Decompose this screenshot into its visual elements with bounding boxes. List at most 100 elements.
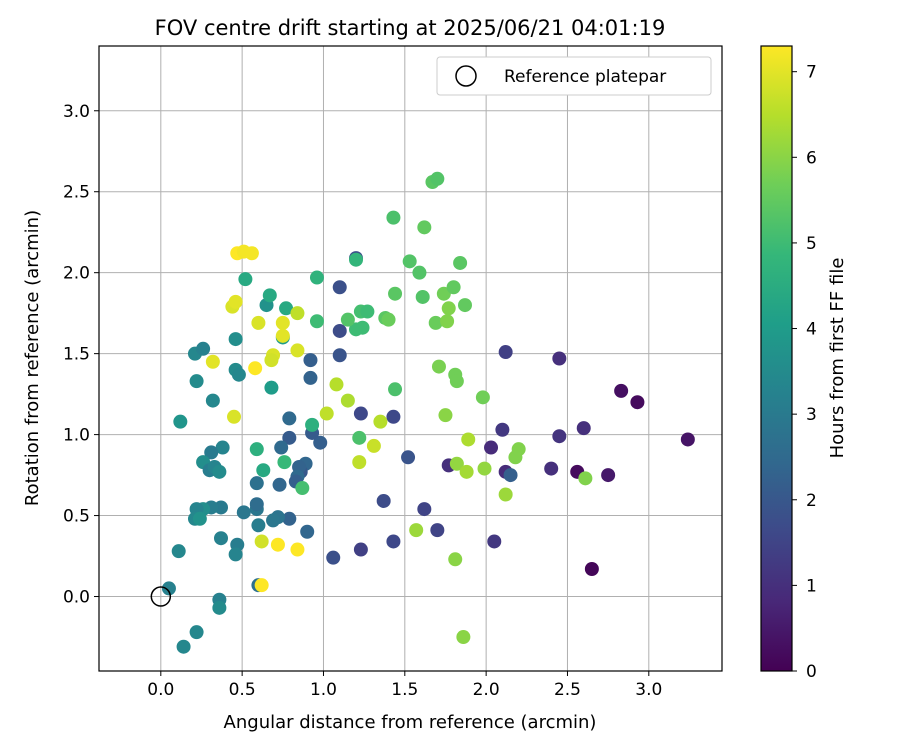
data-point <box>388 382 403 397</box>
x-tick-label: 3.0 <box>635 680 662 700</box>
legend-box <box>436 56 712 96</box>
data-point <box>552 351 567 366</box>
data-point <box>461 432 476 447</box>
data-point <box>228 547 243 562</box>
y-axis-label: Rotation from reference (arcmin) <box>22 210 43 506</box>
y-tick-label: 3.0 <box>63 102 90 122</box>
data-point <box>449 374 464 389</box>
data-point <box>270 537 285 552</box>
data-point <box>386 210 401 225</box>
data-point <box>228 332 243 347</box>
data-point <box>309 314 324 329</box>
data-point <box>373 414 388 429</box>
data-point <box>282 511 297 526</box>
colorbar-label: Hours from first FF file <box>827 258 848 459</box>
x-axis-ticks: 0.0 0.5 1.0 1.5 2.0 2.5 3.0 <box>147 671 662 700</box>
x-tick-label: 2.0 <box>473 680 500 700</box>
y-tick-label: 0.0 <box>63 588 90 608</box>
data-point <box>459 464 474 479</box>
data-point <box>440 314 455 329</box>
data-point <box>251 315 266 330</box>
y-tick-label: 0.5 <box>63 507 90 527</box>
data-point <box>264 353 279 368</box>
data-point <box>576 421 591 436</box>
colorbar-ticks: 0 1 2 3 4 5 6 7 <box>792 63 817 682</box>
data-point <box>449 456 464 471</box>
colorbar-tick-label: 2 <box>806 491 817 511</box>
data-point <box>228 294 243 309</box>
plot-area: 0.0 0.5 1.0 1.5 2.0 2.5 3.0 0.0 0.5 1.0 1.5 2.0 2.5… <box>63 45 723 700</box>
data-point <box>495 422 510 437</box>
data-point <box>290 343 305 358</box>
colorbar-tick-label: 5 <box>806 234 817 254</box>
y-tick-label: 1.0 <box>63 426 90 446</box>
data-point <box>578 471 593 486</box>
colorbar-tick-label: 6 <box>806 148 817 168</box>
y-tick-label: 2.5 <box>63 183 90 203</box>
colorbar-tick-label: 0 <box>806 662 817 682</box>
x-tick-label: 1.0 <box>310 680 337 700</box>
data-point <box>349 252 364 267</box>
data-point <box>332 280 347 295</box>
legend: Reference platepar <box>436 56 712 96</box>
data-point <box>630 395 645 410</box>
data-point <box>290 306 305 321</box>
data-point <box>275 315 290 330</box>
data-point <box>552 429 567 444</box>
data-point <box>303 353 318 368</box>
data-point <box>417 220 432 235</box>
data-point <box>353 406 368 421</box>
data-point <box>355 320 370 335</box>
y-tick-label: 1.5 <box>63 345 90 365</box>
data-point <box>584 561 599 576</box>
data-point <box>254 534 269 549</box>
legend-entry-reference: Reference platepar <box>504 67 666 87</box>
colorbar-tick-label: 1 <box>806 576 817 596</box>
data-point <box>236 505 251 520</box>
data-point <box>430 171 445 186</box>
data-point <box>381 312 396 327</box>
data-point <box>457 298 472 313</box>
x-tick-label: 2.5 <box>554 680 581 700</box>
data-point <box>430 523 445 538</box>
data-point <box>376 493 391 508</box>
data-point <box>249 497 264 512</box>
data-point <box>205 354 220 369</box>
data-point <box>264 380 279 395</box>
data-point <box>196 341 211 356</box>
data-point <box>386 534 401 549</box>
x-axis-label: Angular distance from reference (arcmin) <box>224 712 597 733</box>
data-point <box>303 370 318 385</box>
data-point <box>475 390 490 405</box>
data-point <box>212 600 227 615</box>
data-point <box>366 438 381 453</box>
data-points <box>161 171 695 654</box>
data-point <box>176 639 191 654</box>
data-point <box>189 625 204 640</box>
data-point <box>456 629 471 644</box>
data-point <box>453 255 468 270</box>
data-point <box>326 550 341 565</box>
data-point <box>248 361 263 376</box>
colorbar: 0 1 2 3 4 5 6 7 Hours from first FF file <box>760 45 848 682</box>
data-point <box>360 304 375 319</box>
data-point <box>446 280 461 295</box>
y-tick-label: 2.0 <box>63 264 90 284</box>
data-point <box>412 265 427 280</box>
data-point <box>680 432 695 447</box>
data-point <box>204 445 219 460</box>
data-point <box>386 409 401 424</box>
data-point <box>290 542 305 557</box>
data-point <box>274 440 289 455</box>
data-point <box>249 476 264 491</box>
data-point <box>171 544 186 559</box>
legend-marker-icon <box>455 65 477 87</box>
colorbar-tick-label: 3 <box>806 405 817 425</box>
data-point <box>161 581 176 596</box>
data-point <box>300 524 315 539</box>
data-point <box>309 270 324 285</box>
data-point <box>256 463 271 478</box>
data-point <box>402 254 417 269</box>
